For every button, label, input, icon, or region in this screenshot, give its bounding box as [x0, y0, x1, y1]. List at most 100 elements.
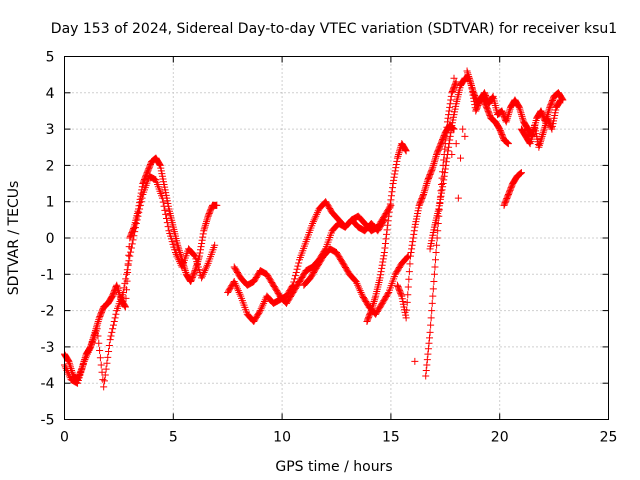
y-tick-label: -4 [41, 376, 55, 392]
data-point [517, 169, 525, 177]
data-point [200, 227, 208, 235]
data-point [257, 305, 265, 313]
data-point [425, 339, 433, 347]
data-point [421, 185, 429, 193]
data-point [466, 78, 474, 86]
grid-layer [64, 56, 609, 420]
data-point [107, 332, 115, 340]
data-point [447, 92, 455, 100]
data-point [96, 354, 104, 362]
data-point [419, 192, 427, 200]
data-point [97, 361, 105, 369]
data-point [313, 210, 321, 218]
data-point [358, 290, 366, 298]
data-point [452, 140, 460, 148]
data-point [408, 245, 416, 253]
data-point [379, 258, 387, 266]
data-point [84, 348, 92, 356]
data-point [172, 250, 180, 258]
data-point [114, 285, 122, 293]
data-point [174, 241, 182, 249]
data-point [65, 359, 73, 367]
chart-title: Day 153 of 2024, Sidereal Day-to-day VTE… [51, 21, 617, 37]
data-point [377, 268, 385, 276]
data-point [420, 189, 428, 197]
data-point [204, 214, 212, 222]
data-point [431, 156, 439, 164]
data-point [127, 244, 135, 252]
data-point [439, 180, 447, 188]
data-point [547, 124, 555, 132]
data-point [258, 303, 266, 311]
data-point [395, 149, 403, 157]
data-point [423, 178, 431, 186]
data-point [353, 279, 361, 287]
data-point [109, 321, 117, 329]
data-point [408, 241, 416, 249]
data-point [429, 292, 437, 300]
data-point [516, 105, 524, 113]
data-point [379, 255, 387, 263]
data-point [446, 100, 454, 108]
data-point [469, 88, 476, 96]
data-point [447, 96, 455, 104]
data-point [432, 154, 440, 162]
y-axis-label: SDTVAR / TECUs [6, 181, 22, 296]
data-point [203, 216, 211, 224]
data-point [294, 262, 302, 270]
data-point [467, 80, 475, 88]
x-tick-label: 20 [491, 430, 509, 446]
data-point [291, 275, 299, 283]
data-point [447, 129, 455, 137]
data-point [61, 363, 69, 371]
data-point [234, 287, 242, 295]
data-point [103, 359, 111, 367]
data-point [236, 290, 244, 298]
data-point [156, 160, 164, 168]
data-point [557, 96, 565, 104]
data-point [519, 114, 527, 122]
data-point [293, 265, 301, 273]
data-point [384, 217, 392, 225]
data-point [384, 290, 392, 298]
data-point [202, 218, 210, 226]
data-point [190, 251, 198, 259]
data-point [514, 102, 522, 110]
data-point [181, 267, 189, 275]
data-point [464, 69, 472, 77]
data-point [195, 254, 203, 262]
data-point [176, 258, 184, 266]
data-point [424, 345, 432, 353]
data-point [121, 302, 129, 310]
data-point [405, 275, 413, 283]
data-point [124, 261, 132, 269]
data-point [430, 160, 438, 168]
data-point [467, 82, 475, 90]
data-point [380, 216, 388, 224]
data-point [436, 195, 444, 203]
data-point [435, 205, 443, 213]
data-point [120, 284, 128, 292]
data-point [235, 288, 243, 296]
data-point [211, 241, 219, 249]
x-axis-label: GPS time / hours [275, 459, 392, 475]
data-point [200, 268, 208, 276]
data-point [430, 270, 438, 278]
data-point [128, 240, 136, 248]
data-point [403, 306, 411, 314]
data-point [377, 271, 385, 279]
data-point [461, 132, 469, 140]
data-point [442, 134, 450, 142]
data-point [202, 263, 210, 271]
data-point [356, 287, 364, 295]
data-point [391, 167, 399, 175]
data-point [310, 216, 318, 224]
data-point [397, 291, 405, 299]
data-point [430, 278, 438, 286]
data-point [382, 235, 390, 243]
data-point [196, 249, 204, 257]
data-point [232, 281, 240, 289]
data-point [391, 170, 399, 178]
data-point [132, 219, 140, 227]
data-point [386, 204, 394, 212]
